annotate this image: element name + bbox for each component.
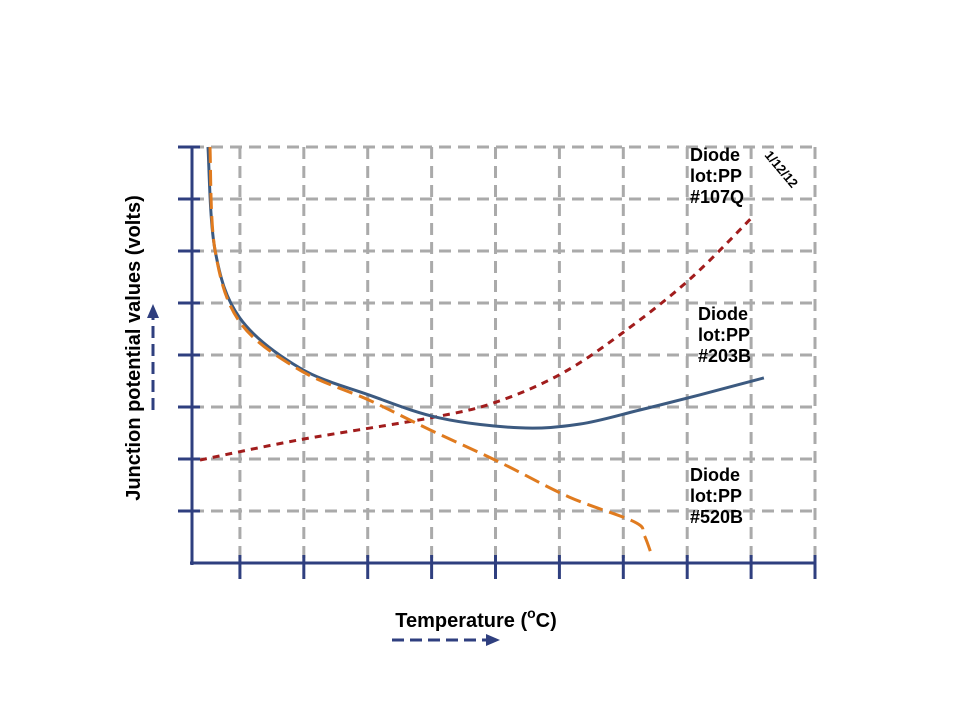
date: 1/12/12 [762, 148, 801, 191]
x-label-sup: o [527, 605, 536, 621]
grid [192, 145, 817, 563]
x-label-part: C) [536, 610, 557, 632]
axes [178, 145, 817, 579]
series-label: Diode lot:PP #107Q [690, 145, 745, 207]
x-axis-label: Temperature (oC) [395, 605, 557, 632]
series-line [199, 214, 756, 462]
lines [199, 146, 765, 557]
x-arrow-head [486, 634, 500, 646]
series-label: Diode lot:PP #520B [690, 465, 744, 527]
y-arrow-head [147, 304, 159, 318]
series-line [208, 146, 654, 557]
y-axis-label: Junction potential values (volts) [123, 195, 145, 501]
series-label: Diode lot:PP #203B [698, 304, 752, 366]
x-label-part: Temperature ( [395, 610, 527, 632]
